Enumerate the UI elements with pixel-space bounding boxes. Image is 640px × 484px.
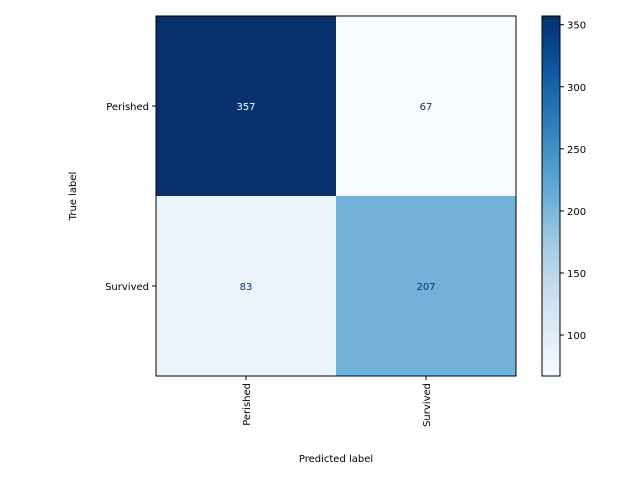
colorbar-tick-label: 250 [567,145,586,156]
cell-value-label: 357 [236,102,255,113]
colorbar-tick-label: 200 [567,207,586,218]
colorbar-ticks: 100 150 200 250 300 350 [560,21,586,342]
x-tick-label: Survived [422,383,433,427]
colorbar-tick-label: 350 [567,21,586,32]
x-axis-label: Predicted label [299,454,373,465]
y-tick-label: Survived [105,282,149,293]
heatmap-cell [156,16,336,196]
y-axis-ticks: Perished Survived [105,102,156,293]
cell-value-label: 83 [240,282,253,293]
heatmap-cell [156,196,336,376]
heatmap-cell [336,196,516,376]
colorbar-tick-label: 100 [567,331,586,342]
colorbar-tick-label: 150 [567,269,586,280]
x-tick-label: Perished [242,383,253,426]
heatmap-cells: 357 67 83 207 [156,16,516,376]
colorbar [541,15,561,377]
cell-value-label: 207 [416,282,435,293]
colorbar-tick-label: 300 [567,83,586,94]
y-tick-label: Perished [106,102,149,113]
y-axis-label: True label [68,172,79,222]
cell-value-label: 67 [420,102,433,113]
heatmap-cell [336,16,516,196]
plot-frame [155,15,517,377]
x-axis-ticks: Perished Survived [242,376,433,427]
